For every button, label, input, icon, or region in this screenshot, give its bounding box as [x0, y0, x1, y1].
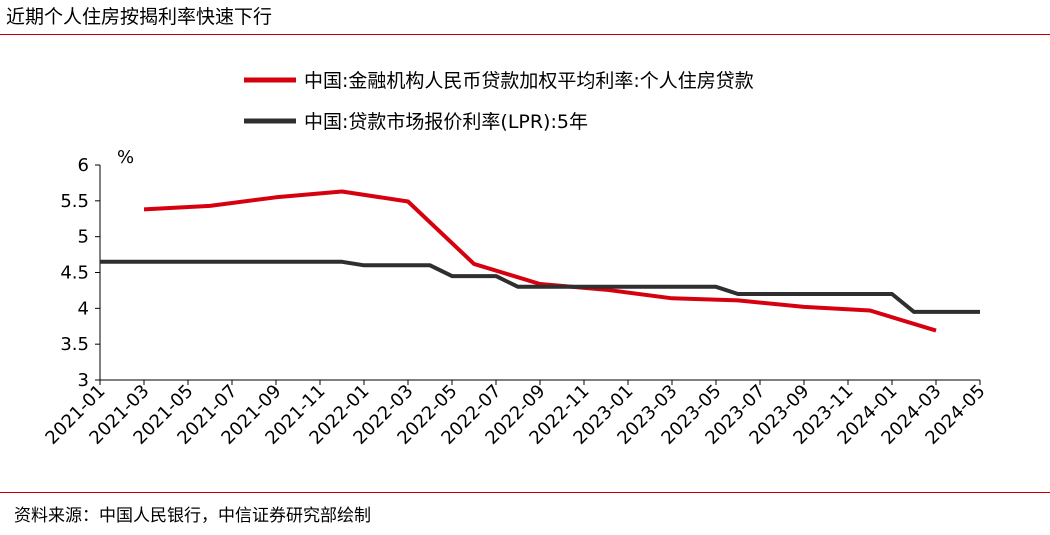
y-axis-unit: %: [117, 147, 134, 168]
y-tick-label: 4.5: [60, 263, 89, 284]
page-title: 近期个人住房按揭利率快速下行: [6, 6, 273, 28]
y-tick-label: 4: [78, 298, 89, 319]
chart-series: [100, 189, 980, 333]
line-chart: 中国:金融机构人民币贷款加权平均利率:个人住房贷款中国:贷款市场报价利率(LPR…: [41, 70, 989, 449]
y-tick-label: 6: [78, 155, 89, 176]
chart-legend: 中国:金融机构人民币贷款加权平均利率:个人住房贷款中国:贷款市场报价利率(LPR…: [244, 70, 754, 133]
chart-axes: 33.544.555.56 %2021-012021-032021-052021-…: [41, 147, 989, 449]
y-tick-label: 5: [78, 227, 89, 248]
source-note: 资料来源：中国人民银行，中信证券研究部绘制: [14, 506, 371, 526]
y-tick-label: 3: [78, 370, 89, 391]
series-line-2: [100, 259, 980, 314]
y-tick-label: 3.5: [60, 334, 89, 355]
footer-divider: [0, 492, 1050, 493]
legend-label-2: 中国:贷款市场报价利率(LPR):5年: [304, 111, 588, 133]
series-line-1: [143, 189, 937, 333]
header-divider: [0, 34, 1050, 35]
y-tick-label: 5.5: [60, 191, 89, 212]
legend-label-1: 中国:金融机构人民币贷款加权平均利率:个人住房贷款: [304, 70, 754, 92]
